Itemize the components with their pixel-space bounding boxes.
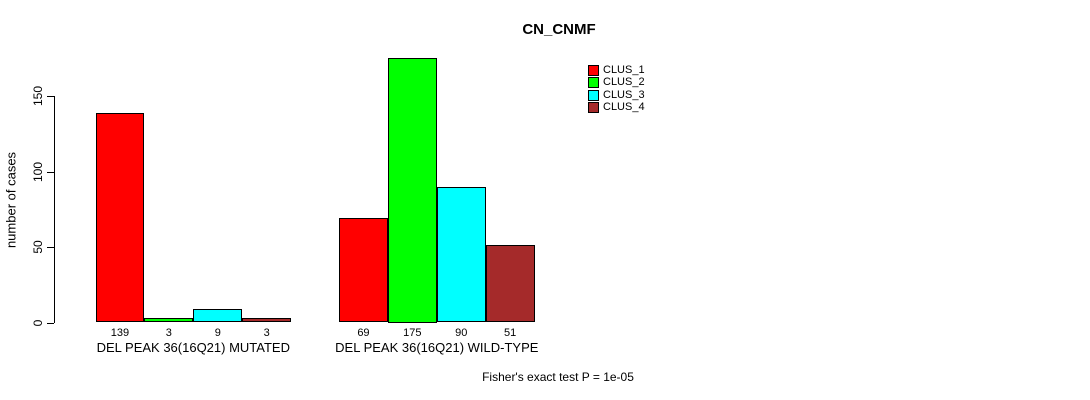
bar-clus_1-group1 — [95, 112, 145, 323]
y-tick-label: 50 — [31, 240, 45, 254]
fisher-test-note: Fisher's exact test P = 1e-05 — [482, 370, 634, 384]
x-group-label: DEL PEAK 36(16Q21) WILD-TYPE — [335, 340, 539, 355]
x-group-label: DEL PEAK 36(16Q21) MUTATED — [96, 340, 290, 355]
bar-value-label: 175 — [403, 326, 422, 339]
legend-item: CLUS_3 — [588, 88, 645, 101]
y-axis-line — [54, 96, 55, 323]
legend-label: CLUS_1 — [603, 64, 645, 76]
y-axis-label: number of cases — [3, 151, 19, 249]
legend-swatch-clus_1 — [588, 65, 599, 76]
bar-value-label: 139 — [110, 326, 130, 339]
bar-clus_1-group2 — [339, 218, 388, 323]
bar-value-label: 3 — [263, 326, 270, 339]
bar-value-label: 69 — [357, 326, 370, 339]
legend-label: CLUS_2 — [603, 76, 645, 89]
y-tick-mark — [47, 96, 54, 97]
bar-value-label: 51 — [504, 326, 517, 339]
legend-label: CLUS_3 — [603, 88, 645, 101]
y-tick-label: 0 — [31, 319, 45, 326]
legend: CLUS_1 CLUS_2 CLUS_3 CLUS_4 — [588, 65, 645, 113]
legend-swatch-clus_4 — [588, 101, 599, 113]
bar-value-label: 90 — [455, 326, 468, 339]
bar-clus_3-group1 — [193, 308, 243, 323]
legend-item: CLUS_2 — [588, 76, 645, 89]
legend-swatch-clus_2 — [588, 77, 599, 89]
chart-title: CN_CNMF — [522, 21, 596, 38]
y-tick-mark — [47, 247, 54, 248]
legend-item: CLUS_4 — [588, 100, 645, 113]
y-tick-mark — [47, 171, 54, 173]
bar-clus_4-group2 — [485, 245, 535, 323]
bar-clus_2-group1 — [144, 317, 194, 323]
bar-clus_3-group2 — [436, 186, 486, 323]
bar-value-label: 3 — [165, 326, 172, 339]
y-tick-label: 100 — [31, 161, 45, 182]
bar-clus_4-group1 — [242, 317, 292, 323]
bar-value-label: 9 — [214, 326, 221, 339]
legend-label: CLUS_4 — [603, 100, 645, 113]
y-tick-label: 150 — [31, 85, 45, 107]
y-tick-mark — [47, 322, 54, 324]
legend-item: CLUS_1 — [588, 65, 645, 76]
bar-clus_2-group2 — [387, 58, 437, 323]
legend-swatch-clus_3 — [588, 89, 599, 101]
